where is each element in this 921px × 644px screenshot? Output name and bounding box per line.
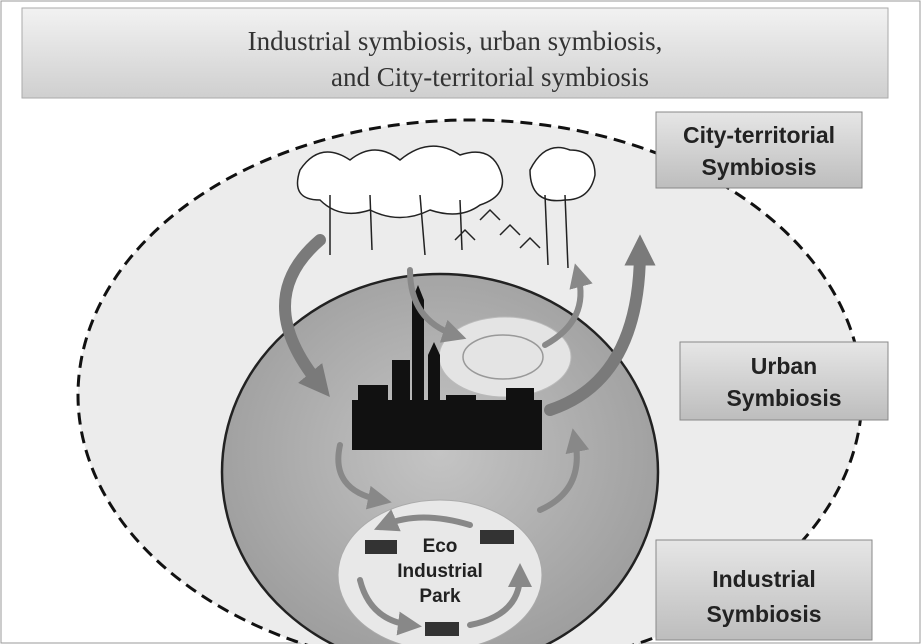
page: Industrial symbiosis, urban symbiosis, a… [0, 0, 921, 644]
label-text: Symbiosis [701, 154, 816, 180]
park-label: Industrial [397, 561, 483, 582]
title-line: and City-territorial symbiosis [331, 62, 649, 92]
park-label: Eco [423, 536, 458, 557]
label-text: Symbiosis [706, 601, 821, 627]
label-text: City-territorial [683, 122, 835, 148]
title-line: Industrial symbiosis, urban symbiosis, [248, 26, 663, 56]
small-cluster [439, 317, 571, 397]
park-label: Park [419, 586, 461, 607]
label-text: Symbiosis [726, 385, 841, 411]
label-text: Industrial [712, 566, 816, 592]
label-text: Urban [751, 353, 817, 379]
diagram: Industrial symbiosis, urban symbiosis, a… [0, 0, 921, 644]
